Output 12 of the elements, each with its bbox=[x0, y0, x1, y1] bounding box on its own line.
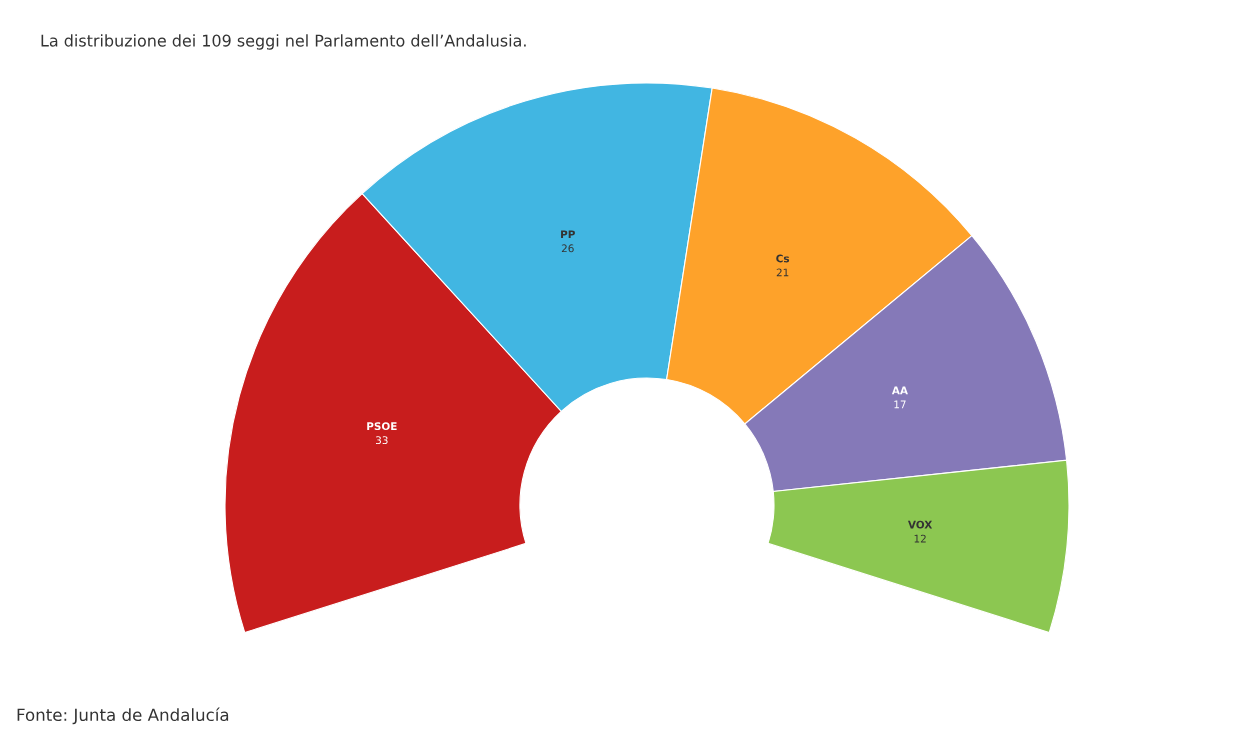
data-label: 33 bbox=[375, 436, 388, 445]
data-label: 12 bbox=[914, 534, 926, 543]
data-label: 26 bbox=[561, 244, 574, 253]
data-label: 17 bbox=[894, 400, 906, 409]
slice-label: AA bbox=[891, 386, 908, 395]
slice-label: PP bbox=[561, 230, 575, 239]
chart-title: La distribuzione dei 109 seggi nel Parlamento dell’Andalusia. bbox=[41, 34, 526, 50]
slice-label: PSOE bbox=[367, 422, 397, 431]
slice-label: VOX bbox=[907, 520, 933, 529]
data-label: 21 bbox=[776, 268, 789, 277]
source-note: Fonte: Junta de Andalucía bbox=[17, 707, 229, 725]
slice-label: Cs bbox=[776, 254, 790, 263]
